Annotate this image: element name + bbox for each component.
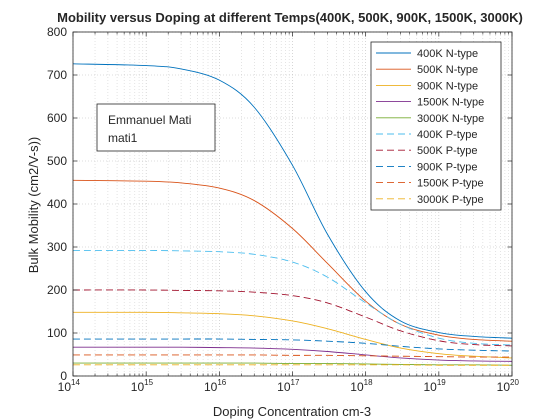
legend-item: 400K P-type — [376, 129, 478, 141]
legend-label: 900K P-type — [417, 161, 478, 173]
annotation-line-1: Emmanuel Mati — [108, 113, 191, 127]
x-tick-label: 10 14 — [58, 378, 81, 394]
annotation-border — [96, 103, 216, 152]
series-line-1500k-n-type — [73, 346, 513, 362]
y-tick-label: 700 — [47, 68, 67, 82]
y-tick-label: 600 — [47, 111, 67, 125]
legend-item: 1500K N-type — [376, 97, 484, 109]
legend: 400K N-type 500K N-type 900K N-type 1500K N… — [370, 41, 502, 211]
x-tick-base: 10 — [204, 380, 218, 394]
annotation-box: Emmanuel Mati mati1 — [96, 103, 216, 152]
y-tick-label: 400 — [47, 197, 67, 211]
x-tick-base: 10 — [58, 380, 72, 394]
legend-label: 3000K P-type — [417, 194, 484, 206]
x-tick-base: 10 — [277, 380, 291, 394]
legend-label: 1500K P-type — [417, 178, 484, 190]
legend-item: 900K P-type — [376, 161, 478, 173]
x-tick-label: 10 15 — [131, 378, 154, 394]
series-line-500k-n-type — [72, 179, 513, 342]
x-tick-base: 10 — [497, 380, 511, 394]
annotation-line-2: mati1 — [108, 131, 138, 145]
legend-item: 1500K P-type — [376, 178, 484, 190]
legend-item: 500K N-type — [376, 64, 478, 76]
x-tick-exponent: 16 — [217, 378, 226, 387]
x-tick-label: 10 17 — [277, 378, 300, 394]
x-tick-label: 10 19 — [423, 378, 446, 394]
y-tick-label: 0 — [60, 369, 67, 383]
legend-label: 500K P-type — [417, 145, 478, 157]
x-tick-exponent: 20 — [510, 378, 519, 387]
series-line-900k-p-type — [72, 338, 513, 352]
series-layer — [72, 63, 513, 366]
y-tick-label: 300 — [47, 240, 67, 254]
x-tick-exponent: 17 — [291, 378, 300, 387]
legend-label: 900K N-type — [417, 80, 478, 92]
legend-box — [370, 41, 502, 211]
x-tick-base: 10 — [423, 380, 437, 394]
legend-label: 500K N-type — [417, 64, 478, 76]
x-tick-base: 10 — [131, 380, 145, 394]
x-tick-exponent: 14 — [71, 378, 80, 387]
x-tick-base: 10 — [350, 380, 364, 394]
x-tick-label: 10 20 — [497, 378, 520, 394]
series-line-500k-p-type — [72, 289, 513, 347]
y-axis-label: Bulk Mobility (cm2/V-s)) — [26, 137, 41, 274]
legend-item: 900K N-type — [376, 80, 478, 92]
x-tick-exponent: 19 — [437, 378, 446, 387]
series-line-400k-p-type — [72, 249, 513, 346]
legend-label: 1500K N-type — [417, 97, 484, 109]
y-tick-label: 500 — [47, 154, 67, 168]
x-tick-exponent: 15 — [144, 378, 153, 387]
axis-ticks: 10 14 10 15 10 16 10 17 10 18 10 19 10 20010020030040… — [47, 25, 519, 394]
legend-label: 400K N-type — [417, 48, 478, 60]
series-line-900k-n-type — [72, 311, 513, 359]
legend-label: 400K P-type — [417, 129, 478, 141]
x-tick-label: 10 18 — [350, 378, 373, 394]
series-line-400k-n-type — [72, 63, 513, 339]
x-tick-label: 10 16 — [204, 378, 227, 394]
legend-item: 500K P-type — [376, 145, 478, 157]
y-tick-label: 100 — [47, 326, 67, 340]
x-tick-exponent: 18 — [364, 378, 373, 387]
legend-item: 3000K N-type — [376, 113, 484, 125]
y-tick-label: 200 — [47, 283, 67, 297]
legend-label: 3000K N-type — [417, 113, 484, 125]
series-line-1500k-p-type — [73, 354, 513, 358]
chart-title: Mobility versus Doping at different Temp… — [57, 10, 523, 25]
legend-item: 400K N-type — [376, 48, 478, 60]
y-tick-label: 800 — [47, 25, 67, 39]
x-axis-label: Doping Concentration cm-3 — [213, 404, 371, 419]
legend-item: 3000K P-type — [376, 194, 484, 206]
